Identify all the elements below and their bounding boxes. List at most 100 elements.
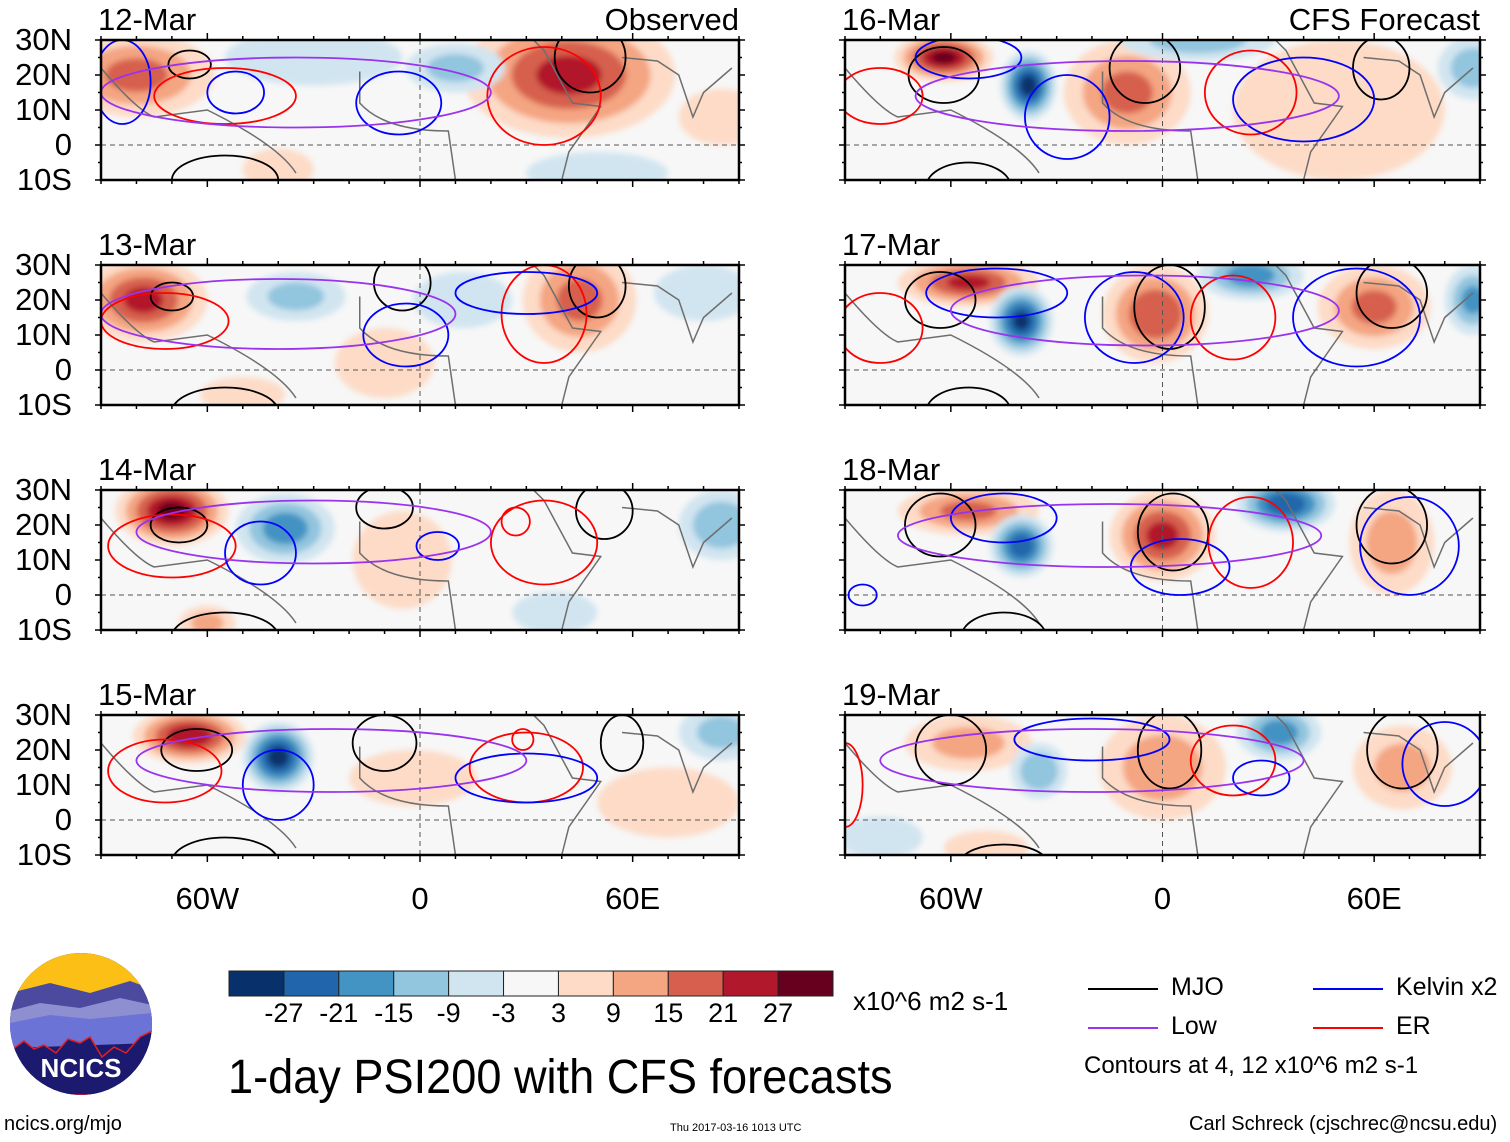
contour-mjo [351,715,418,772]
anomaly-shading [267,746,289,768]
anomaly-shading [678,89,739,145]
contour-low [135,499,492,565]
legend-label: MJO [1171,973,1224,1001]
colorbar-tick-label: 9 [605,998,621,1028]
contour-mjo [149,506,209,544]
contour-low [101,278,457,350]
anomaly-shading [1266,492,1306,516]
anomaly-shading [1149,40,1247,54]
contour-kelvin-x2 [355,70,443,136]
colorbar-segment [777,970,834,997]
contour-kelvin-x2 [362,302,450,368]
anomaly-shading [692,501,739,549]
colorbar-segment [503,970,559,997]
contour-kelvin-x2 [925,267,1069,319]
contour-er [153,67,297,125]
colorbar-segment [667,970,724,997]
contour-low [879,728,1305,793]
legend-swatch [1088,1027,1158,1029]
contour-low [101,56,492,129]
anomaly-shading [1233,40,1445,180]
contour-low [135,728,528,793]
anomaly-shading [1366,511,1418,574]
anomaly-shading [191,613,224,630]
coastline [101,40,733,180]
anomaly-shading [943,830,1029,855]
anomaly-shading [526,152,669,180]
y-tick-label: 30N [15,472,72,507]
colorbar-tick-label: 21 [708,998,739,1028]
contour-kelvin-x2 [1083,271,1185,364]
contour-kelvin-x2 [415,531,460,561]
y-tick-label: 20N [15,507,72,542]
colorbar-segment [283,970,340,997]
colorbar-tick-label: -21 [319,998,359,1028]
contour-kelvin-x2 [1024,74,1111,160]
panel-date: 13-Mar [98,227,197,262]
contour-er [845,742,864,828]
contour-er [1189,274,1277,361]
y-tick-label: 0 [54,802,72,837]
contour-mjo [173,386,278,405]
contour-kelvin-x2 [1359,496,1460,596]
map-panel [839,483,1486,637]
coastline [101,265,733,405]
contour-kelvin-x2 [241,749,315,821]
column-header: Observed [604,2,739,37]
contour-kelvin-x2 [101,40,152,125]
contour-mjo [599,715,645,772]
panel-date: 15-Mar [98,677,197,712]
contour-er [845,292,924,364]
contour-mjo [1355,490,1428,565]
colorbar-units: x10^6 m2 s-1 [853,986,1009,1016]
contour-er [107,738,223,804]
colorbar-segment [557,970,614,997]
contour-er [107,513,237,579]
contour-kelvin-x2 [1232,56,1376,143]
legend-label: Low [1171,1012,1217,1040]
legend-label: Kelvin x2 [1396,973,1498,1001]
colorbar-tick-label: 15 [653,998,684,1028]
contour-er [1207,496,1294,589]
contour-er [845,67,924,125]
map-panel [95,708,745,862]
contour-kelvin-x2 [1232,759,1291,797]
contour-low [949,274,1340,347]
contour-er [1203,49,1298,136]
colorbar-tick-label: -27 [264,998,304,1028]
anomaly-shading [1461,286,1480,314]
legend-swatch [1313,988,1383,990]
colorbar-tick-label: 3 [550,998,566,1028]
colorbar [228,970,834,997]
contour-low [914,60,1340,132]
contour-kelvin-x2 [454,752,599,804]
contour-kelvin-x2 [1013,717,1171,762]
contour-er [101,292,230,350]
column-header: CFS Forecast [1288,2,1480,37]
colorbar-segment [393,970,450,997]
ncics-logo: NCICS [10,953,152,1095]
contour-er [500,506,531,537]
anomaly-shading [1351,290,1397,324]
contour-mjo [553,40,627,94]
contour-er [1189,724,1277,797]
coastline [845,490,1474,630]
colorbar-tick-label: -3 [491,998,516,1028]
anomaly-shading [262,512,308,545]
anomaly-shading [1101,71,1153,114]
contour-kelvin-x2 [206,70,265,115]
legend-label: ER [1396,1012,1431,1040]
site-url: ncics.org/mjo [4,1113,122,1135]
panel-date: 14-Mar [98,452,197,487]
author-credit: Carl Schreck (cjschrec@ncsu.edu) [1189,1113,1498,1135]
panel-date: 12-Mar [98,2,197,37]
y-tick-label: 30N [15,697,72,732]
coastline [101,490,733,630]
contour-er [486,46,602,146]
anomaly-shading [1450,48,1480,88]
contour-er [489,499,599,586]
y-tick-label: 20N [15,57,72,92]
contour-kelvin-x2 [1292,267,1421,368]
x-tick-label: 60E [605,881,661,916]
y-tick-label: 10S [16,837,72,872]
